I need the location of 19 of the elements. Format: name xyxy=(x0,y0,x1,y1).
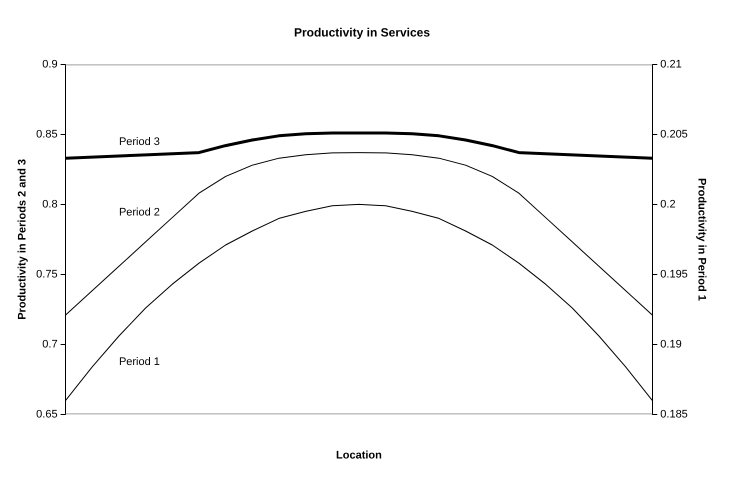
y2-tick-label: 0.2 xyxy=(660,198,676,210)
y-tick-label: 0.65 xyxy=(36,408,58,420)
y-axis-title: Productivity in Periods 2 and 3 xyxy=(16,159,29,320)
series-label: Period 3 xyxy=(118,136,160,148)
y-tick-label: 0.85 xyxy=(36,128,58,140)
chart-title: Productivity in Services xyxy=(294,26,430,40)
y2-axis-title: Productivity in Period 1 xyxy=(695,178,708,301)
y-tick-label: 0.9 xyxy=(42,58,58,70)
y-tick-label: 0.7 xyxy=(42,338,58,350)
series-label: Period 1 xyxy=(118,356,160,368)
y2-tick-label: 0.205 xyxy=(660,128,688,140)
y2-tick-label: 0.19 xyxy=(660,338,682,350)
y2-tick-label: 0.21 xyxy=(660,58,682,70)
y-tick-label: 0.75 xyxy=(36,268,58,280)
y2-tick-label: 0.195 xyxy=(660,268,688,280)
y-tick-label: 0.8 xyxy=(42,198,58,210)
x-axis-title: Location xyxy=(336,449,382,462)
series-label: Period 2 xyxy=(118,206,160,218)
y2-tick-label: 0.185 xyxy=(660,408,688,420)
